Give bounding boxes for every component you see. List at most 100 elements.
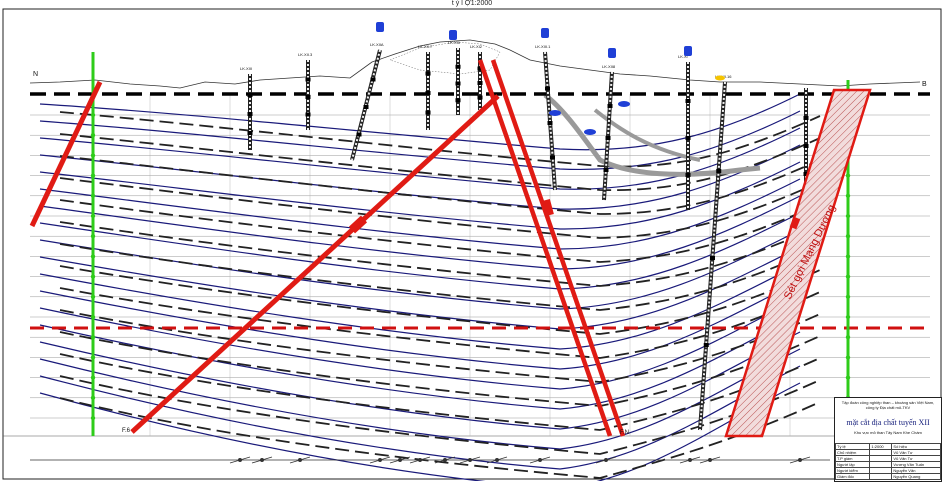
signature-cell: Giám đốc bbox=[834, 473, 871, 480]
plan-point bbox=[604, 457, 609, 462]
coal-seam-line bbox=[39, 246, 801, 330]
borehole-label: LK.XIIi bbox=[448, 40, 460, 45]
strata-dash-line bbox=[59, 397, 821, 479]
plan-point bbox=[494, 457, 499, 462]
borehole: LK.XIIA bbox=[350, 42, 384, 161]
drawing-title: mặt cắt địa chất tuyến XII bbox=[846, 418, 930, 427]
exploration-tick bbox=[90, 274, 96, 279]
borehole: LK.XIII bbox=[240, 66, 253, 150]
exploration-tick bbox=[845, 294, 851, 299]
coal-seam-line bbox=[39, 263, 801, 350]
plan-point bbox=[798, 457, 803, 462]
strata-dash-line bbox=[59, 375, 821, 455]
exploration-tick bbox=[845, 193, 851, 198]
borehole: LK.XIII.1 bbox=[535, 44, 557, 191]
plan-view-strip bbox=[30, 456, 830, 464]
plan-point bbox=[538, 457, 543, 462]
exploration-tick bbox=[845, 173, 851, 178]
dump-area bbox=[389, 41, 501, 75]
exploration-tick bbox=[845, 234, 851, 239]
coal-seam-line bbox=[39, 93, 801, 151]
borehole: LK.Xi bbox=[678, 54, 691, 210]
coal-seam-line bbox=[39, 314, 801, 410]
strata-dash-line bbox=[59, 199, 821, 263]
borehole-label: LK.XII.3 bbox=[298, 52, 313, 57]
exploration-tick bbox=[90, 133, 96, 138]
plan-point bbox=[467, 457, 472, 462]
plan-point bbox=[442, 457, 447, 462]
survey-marker bbox=[715, 75, 725, 81]
topography-line bbox=[29, 39, 921, 89]
fault-left-short bbox=[29, 80, 103, 228]
coal-body-marker bbox=[584, 129, 596, 135]
plan-point bbox=[377, 457, 382, 462]
fault-f6 bbox=[130, 94, 500, 434]
borehole-label: LK.XI2 bbox=[470, 44, 483, 49]
signature-cell bbox=[869, 473, 893, 480]
section-end-right: B bbox=[922, 81, 927, 88]
exploration-tick bbox=[90, 375, 96, 380]
strata-dash-line bbox=[59, 133, 821, 192]
strata-dash-line bbox=[59, 177, 821, 239]
plan-point bbox=[259, 457, 264, 462]
borehole-collar-marker bbox=[541, 28, 549, 38]
fault-label-fn: F.N bbox=[620, 430, 629, 436]
coal-seam-line bbox=[39, 297, 801, 390]
weathered-zone-2 bbox=[593, 108, 701, 162]
borehole-label: LK.XII.7 bbox=[418, 44, 433, 49]
exploration-tick bbox=[90, 173, 96, 178]
borehole-collar-marker bbox=[449, 30, 457, 40]
plan-point bbox=[688, 457, 693, 462]
exploration-line-ticks bbox=[90, 112, 851, 421]
coal-seam-line bbox=[39, 178, 801, 250]
exploration-tick bbox=[845, 274, 851, 279]
borehole-label: LK.XIII bbox=[240, 66, 252, 71]
boreholes: LK.XIII LK.XII.3 LK.XIIA LK.XII.7 LK.XIIi LK.… bbox=[240, 22, 809, 431]
drawing-subtitle: Khu vực mỏ than Tây Nam Khe Chàm bbox=[854, 430, 922, 435]
borehole: LK.XI2 bbox=[470, 44, 483, 110]
borehole-label: LK.Xi bbox=[678, 54, 688, 59]
coal-seam-line bbox=[39, 161, 801, 230]
exploration-tick bbox=[90, 395, 96, 400]
coal-seam-line bbox=[39, 127, 801, 190]
weathered-zone bbox=[543, 93, 761, 177]
section-end-left: N bbox=[33, 71, 38, 78]
plan-point bbox=[708, 457, 713, 462]
plan-point bbox=[297, 457, 302, 462]
exploration-tick bbox=[845, 213, 851, 219]
signature-cell: Nguyễn Quang bbox=[891, 473, 941, 480]
scale-caption: t ỷ l Ợ1:2000 bbox=[451, 0, 493, 7]
borehole-collar-marker bbox=[684, 46, 692, 56]
plan-point bbox=[417, 457, 422, 462]
title-block: Tập đoàn công nghiệp than – khoáng sản V… bbox=[834, 397, 942, 482]
exploration-tick bbox=[90, 294, 96, 299]
coal-body-marker bbox=[549, 110, 561, 116]
coal-seam-line bbox=[39, 229, 801, 310]
strata-dash-line bbox=[59, 331, 821, 407]
strata-lines bbox=[59, 111, 821, 479]
coal-body-marker bbox=[618, 101, 630, 107]
coal-seam-line bbox=[39, 382, 801, 481]
exploration-tick bbox=[845, 335, 851, 340]
exploration-tick bbox=[90, 234, 96, 239]
borehole: LK.XII.3 bbox=[298, 52, 313, 130]
fault-fn bbox=[477, 59, 626, 437]
borehole: LK.XII8 bbox=[602, 64, 616, 201]
coal-seams bbox=[39, 93, 801, 481]
vertical-grid bbox=[149, 94, 791, 436]
strata-dash-line bbox=[59, 287, 821, 359]
exploration-tick bbox=[90, 153, 96, 158]
exploration-tick bbox=[90, 213, 96, 219]
strata-dash-line bbox=[59, 353, 821, 431]
coal-seam-line bbox=[39, 280, 801, 370]
exploration-tick bbox=[90, 415, 96, 421]
borehole-label: LK.XII8 bbox=[602, 64, 616, 69]
exploration-tick bbox=[90, 355, 96, 360]
exploration-tick bbox=[845, 314, 851, 320]
strata-dash-line bbox=[59, 309, 821, 383]
borehole-label: LK.XIII.1 bbox=[535, 44, 551, 49]
plan-point bbox=[237, 457, 242, 462]
borehole-label: LK.XIIA bbox=[370, 42, 384, 47]
